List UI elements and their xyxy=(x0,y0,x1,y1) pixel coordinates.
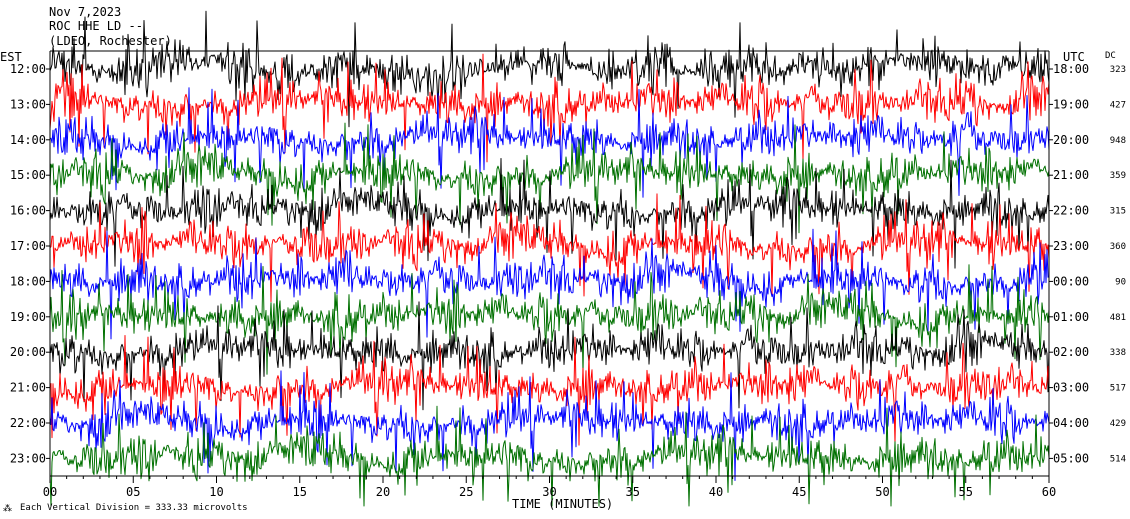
dc-value: 517 xyxy=(1110,384,1126,394)
x-tick-label: 10 xyxy=(209,485,223,499)
logo-mark: ⁂ xyxy=(3,504,12,514)
x-tick-label: 20 xyxy=(376,485,390,499)
trace-row-2200 xyxy=(49,370,1050,481)
est-label: 13:00 xyxy=(10,97,46,111)
trace-row-2300 xyxy=(49,405,1050,507)
trace-row-1800 xyxy=(49,228,1050,340)
station-code: ROC HHE LD -- xyxy=(49,19,143,33)
x-tick-label: 40 xyxy=(709,485,723,499)
est-label: 20:00 xyxy=(10,345,46,359)
dc-column-title: DC xyxy=(1105,51,1116,61)
scale-note: Each Vertical Division = 333.33 microvol… xyxy=(20,503,248,513)
est-label: 12:00 xyxy=(10,62,46,76)
utc-label: 00:00 xyxy=(1053,274,1089,288)
utc-label: 19:00 xyxy=(1053,97,1089,111)
x-tick-label: 50 xyxy=(875,485,889,499)
trace-row-2000 xyxy=(49,301,1050,411)
utc-label: 05:00 xyxy=(1053,451,1089,465)
utc-label: 02:00 xyxy=(1053,345,1089,359)
x-tick-label: 55 xyxy=(959,485,973,499)
est-label: 15:00 xyxy=(10,168,46,182)
trace-row-1400 xyxy=(49,87,1050,198)
est-label: 19:00 xyxy=(10,310,46,324)
dc-value: 315 xyxy=(1110,207,1126,217)
dc-value: 359 xyxy=(1110,171,1126,181)
x-tick-label: 15 xyxy=(293,485,307,499)
x-tick-label: 45 xyxy=(792,485,806,499)
trace-row-1200 xyxy=(49,10,1050,128)
network-name: (LDEO, Rochester) xyxy=(49,34,172,48)
x-tick-label: 60 xyxy=(1042,485,1056,499)
utc-label: 01:00 xyxy=(1053,310,1089,324)
dc-value: 90 xyxy=(1115,277,1126,287)
x-tick-label: 25 xyxy=(459,485,473,499)
trace-row-1700 xyxy=(49,193,1050,303)
utc-label: 21:00 xyxy=(1053,168,1089,182)
est-label: 23:00 xyxy=(10,451,46,465)
est-label: 16:00 xyxy=(10,204,46,218)
x-tick-label: 30 xyxy=(542,485,556,499)
utc-label: 04:00 xyxy=(1053,416,1089,430)
dc-value: 514 xyxy=(1110,454,1126,464)
utc-label: 23:00 xyxy=(1053,239,1089,253)
est-label: 22:00 xyxy=(10,416,46,430)
trace-row-1600 xyxy=(49,158,1050,269)
trace-row-2100 xyxy=(49,335,1050,446)
record-date: Nov 7,2023 xyxy=(49,5,122,19)
est-axis-title: EST xyxy=(0,50,22,64)
est-label: 17:00 xyxy=(10,239,46,253)
dc-value: 427 xyxy=(1110,100,1126,110)
trace-row-1900 xyxy=(49,264,1050,375)
utc-label: 18:00 xyxy=(1053,62,1089,76)
utc-label: 22:00 xyxy=(1053,204,1089,218)
trace-row-1300 xyxy=(49,53,1050,163)
x-axis-label: TIME (MINUTES) xyxy=(512,497,614,511)
est-label: 14:00 xyxy=(10,133,46,147)
dc-value: 429 xyxy=(1110,419,1126,429)
utc-label: 03:00 xyxy=(1053,381,1089,395)
x-tick-label: 00 xyxy=(43,485,57,499)
x-tick-label: 35 xyxy=(626,485,640,499)
utc-label: 20:00 xyxy=(1053,133,1089,147)
est-label: 21:00 xyxy=(10,381,46,395)
dc-value: 948 xyxy=(1110,136,1126,146)
dc-value: 360 xyxy=(1110,242,1126,252)
x-tick-label: 05 xyxy=(126,485,140,499)
dc-value: 338 xyxy=(1110,348,1126,358)
dc-value: 481 xyxy=(1110,313,1126,323)
dc-value: 323 xyxy=(1110,65,1126,75)
utc-axis-title: UTC xyxy=(1063,50,1085,64)
est-label: 18:00 xyxy=(10,274,46,288)
